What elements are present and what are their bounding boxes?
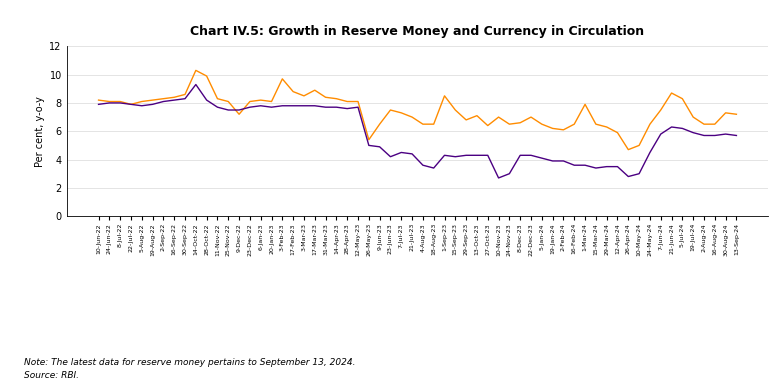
Title: Chart IV.5: Growth in Reserve Money and Currency in Circulation: Chart IV.5: Growth in Reserve Money and … bbox=[191, 25, 644, 38]
Y-axis label: Per cent, y-o-y: Per cent, y-o-y bbox=[35, 96, 45, 167]
Text: Source: RBI.: Source: RBI. bbox=[24, 371, 78, 379]
Text: Note: The latest data for reserve money pertains to September 13, 2024.: Note: The latest data for reserve money … bbox=[24, 358, 355, 367]
